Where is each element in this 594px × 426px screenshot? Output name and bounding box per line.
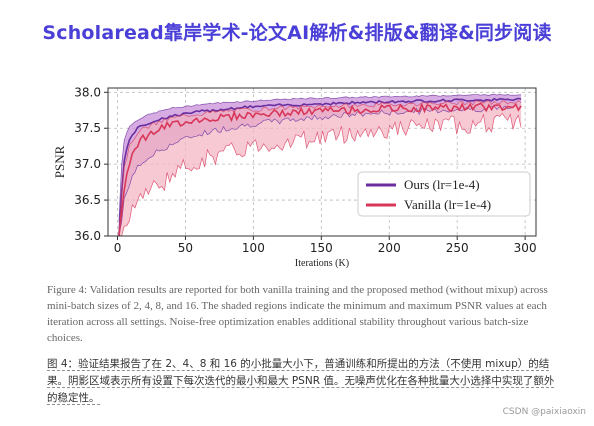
legend-label-vanilla: Vanilla (lr=1e-4) (404, 197, 491, 212)
x-tick-label: 0 (114, 241, 122, 255)
shaded-bands (118, 94, 522, 236)
x-tick-label: 150 (310, 241, 333, 255)
caption-chinese-text: 图 4：验证结果报告了在 2、4、8 和 16 的小批量大小下，普通训练和所提出… (47, 358, 555, 405)
x-tick-label: 200 (378, 241, 401, 255)
y-axis-ticks: 36.0 36.5 37.0 37.5 38.0 (74, 85, 108, 243)
x-tick-label: 50 (178, 241, 193, 255)
x-axis-ticks: 0 50 100 150 200 250 300 (114, 236, 537, 255)
figure-caption-chinese: 图 4：验证结果报告了在 2、4、8 和 16 的小批量大小下，普通训练和所提出… (47, 356, 557, 407)
series-lines (118, 93, 522, 237)
chart-container: 0 50 100 150 200 250 300 36.0 36.5 37.0 37.5 38.0 … (52, 85, 537, 269)
x-tick-label: 300 (514, 241, 537, 255)
figure-caption-english: Figure 4: Validation results are reporte… (47, 284, 548, 344)
x-tick-label: 100 (242, 241, 265, 255)
legend-box (357, 171, 531, 217)
y-tick-label: 37.5 (74, 121, 101, 135)
band-edge-lower (118, 112, 522, 237)
y-tick-label: 38.0 (74, 85, 101, 99)
y-tick-label: 36.5 (74, 193, 101, 207)
watermark: CSDN @paixiaoxin (502, 407, 586, 417)
y-axis-label: PSNR (52, 145, 67, 178)
legend-label-ours: Ours (lr=1e-4) (404, 177, 480, 192)
band-edge-upper (118, 93, 522, 222)
line-vanilla (118, 102, 522, 237)
line-ours (118, 97, 522, 237)
band-edge-lower (118, 104, 522, 237)
y-tick-label: 36.0 (74, 229, 101, 243)
x-tick-label: 250 (446, 241, 469, 255)
banner-title: Scholaread靠岸学术-论文AI解析&排版&翻译&同步阅读 (42, 22, 552, 44)
plot-frame (107, 87, 537, 237)
legend: Ours (lr=1e-4) Vanilla (lr=1e-4) (357, 171, 531, 217)
y-tick-label: 37.0 (74, 157, 101, 171)
band-vanilla (118, 100, 522, 236)
psnr-chart: 0 50 100 150 200 250 300 36.036.537.037.538.0 … (52, 85, 537, 269)
x-axis-label: Iterations (K) (295, 258, 349, 269)
band-edge-upper (118, 100, 522, 237)
